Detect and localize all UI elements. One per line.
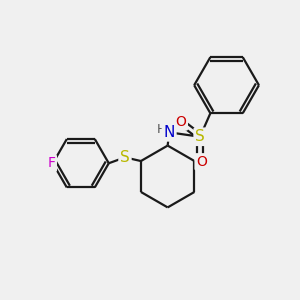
Text: N: N [164,125,175,140]
Text: O: O [176,115,186,129]
Text: S: S [195,129,205,144]
Text: S: S [120,150,130,165]
Text: O: O [196,155,207,169]
Text: H: H [157,124,166,136]
Text: F: F [47,156,56,170]
